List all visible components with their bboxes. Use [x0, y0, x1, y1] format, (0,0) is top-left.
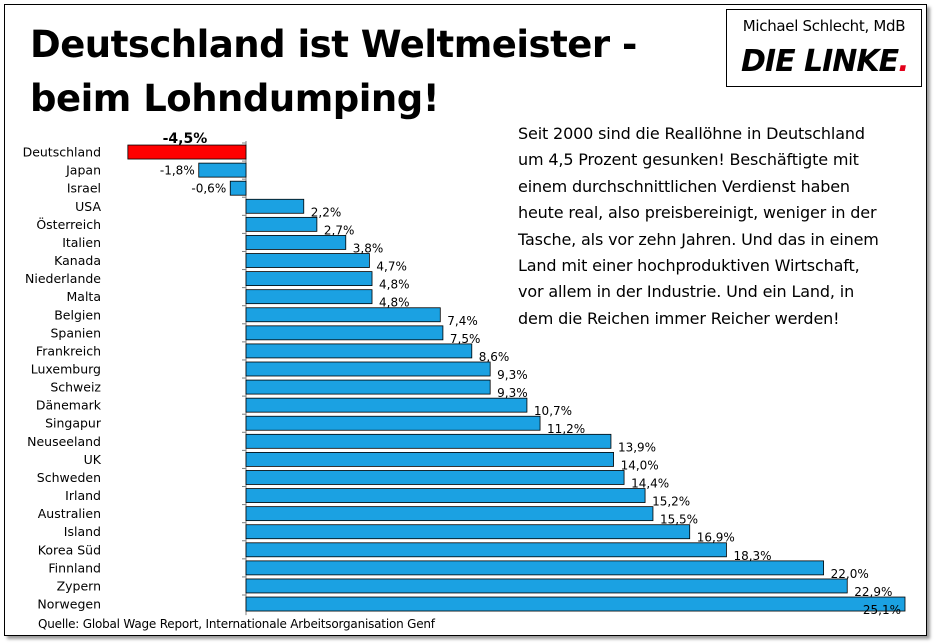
category-label: Japan	[65, 163, 101, 178]
bar-spanien	[245, 325, 444, 341]
bar-frankreich	[245, 343, 473, 359]
bar-niederlande	[245, 271, 373, 287]
category-label: Korea Süd	[38, 542, 101, 557]
bar-norwegen	[245, 596, 906, 612]
bar-japan	[198, 162, 247, 178]
data-label: 9,3%	[497, 386, 528, 400]
bar-dänemark	[245, 397, 528, 413]
category-label: Luxemburg	[31, 362, 101, 377]
bar-irland	[245, 488, 646, 503]
page-title: Deutschland ist Weltmeister - beim Lohnd…	[30, 18, 637, 126]
category-label: Dänemark	[36, 398, 102, 413]
data-label: 14,0%	[621, 458, 659, 472]
description-line: dem die Reichen immer Reicher werden!	[518, 308, 840, 328]
category-label: Island	[64, 524, 101, 539]
data-label: 9,3%	[497, 368, 528, 382]
description-line: vor allem in der Industrie. Und ein Land…	[518, 282, 855, 302]
bar-luxemburg	[245, 361, 491, 377]
bar-australien	[245, 506, 654, 522]
category-label: UK	[84, 452, 102, 467]
category-label: Israel	[67, 181, 101, 196]
author-name: Michael Schlecht, MdB	[742, 17, 906, 35]
data-label: 10,7%	[534, 404, 572, 418]
bar-malta	[245, 289, 373, 305]
data-label: 11,2%	[547, 422, 585, 436]
data-label: 18,3%	[733, 549, 771, 563]
category-label: USA	[75, 199, 101, 214]
category-label: Zypern	[57, 578, 101, 593]
title-line-1: Deutschland ist Weltmeister -	[30, 23, 637, 66]
data-label: 14,4%	[631, 476, 669, 490]
description-line: Tasche, als vor zehn Jahren. Und das in …	[518, 229, 879, 249]
description-line: um 4,5 Prozent gesunken! Beschäftigte mi…	[518, 150, 859, 170]
bar-usa	[245, 198, 305, 214]
bar-belgien	[245, 307, 441, 323]
category-label: Frankreich	[36, 343, 101, 358]
description-line: Seit 2000 sind die Reallöhne in Deutschl…	[518, 124, 865, 143]
data-label-highlight: -4,5%	[163, 131, 208, 147]
data-label: 15,2%	[652, 495, 690, 509]
data-label: 7,5%	[450, 332, 481, 346]
data-label: -0,6%	[191, 182, 226, 196]
data-label: 25,1%	[863, 603, 901, 617]
party-name: DIE LINKE	[741, 44, 899, 79]
data-label: -1,8%	[160, 164, 195, 178]
category-label: Schweden	[37, 470, 101, 485]
source-note: Quelle: Global Wage Report, Internationa…	[38, 617, 435, 631]
category-label: Italien	[62, 235, 101, 250]
data-label: 4,7%	[376, 260, 407, 274]
bar-schweiz	[245, 379, 491, 395]
party-logo: DIE LINKE.	[741, 44, 910, 80]
bar-finnland	[245, 560, 825, 576]
data-label: 22,9%	[854, 585, 892, 599]
title-line-2: beim Lohndumping!	[30, 77, 440, 120]
data-label: 7,4%	[447, 314, 478, 328]
bar-italien	[245, 235, 347, 250]
category-label: Neuseeland	[27, 434, 101, 449]
bar-zypern	[245, 578, 848, 594]
category-label: Irland	[65, 488, 101, 503]
category-label: Kanada	[54, 253, 101, 268]
data-label: 8,6%	[479, 350, 510, 364]
party-logo-dot: .	[898, 44, 909, 79]
description-line: heute real, also preisbereinigt, weniger…	[518, 203, 877, 223]
data-label: 4,8%	[379, 278, 410, 292]
data-label: 2,7%	[324, 223, 355, 237]
bar-österreich	[245, 216, 318, 232]
bar-korea-süd	[245, 542, 727, 558]
data-label: 15,5%	[660, 513, 698, 527]
category-label: Österreich	[36, 216, 101, 232]
logo-box: Michael Schlecht, MdB DIE LINKE.	[726, 9, 922, 87]
category-label: Singapur	[45, 416, 102, 431]
bar-singapur	[245, 415, 541, 431]
category-label: Australien	[38, 506, 101, 521]
category-label: Niederlande	[25, 271, 101, 286]
data-label: 3,8%	[353, 241, 384, 255]
bar-uk	[245, 451, 614, 467]
description-line: einem durchschnittlichen Verdienst haben	[518, 176, 850, 196]
category-label: Malta	[67, 289, 101, 304]
category-label: Finnland	[48, 560, 101, 575]
data-label: 16,9%	[697, 531, 735, 545]
bar-neuseeland	[245, 433, 612, 449]
data-label: 4,8%	[379, 296, 410, 310]
bar-kanada	[245, 253, 370, 268]
category-label: Norwegen	[37, 597, 101, 612]
bar-israel	[229, 180, 247, 196]
description-text: Seit 2000 sind die Reallöhne in Deutschl…	[518, 121, 918, 332]
category-label: Belgien	[54, 307, 101, 322]
category-label: Spanien	[50, 325, 101, 340]
category-label: Deutschland	[23, 145, 101, 160]
data-label: 13,9%	[618, 440, 656, 454]
data-label: 22,0%	[831, 567, 869, 581]
category-label: Schweiz	[50, 380, 101, 395]
data-label: 2,2%	[311, 205, 342, 219]
bar-deutschland	[127, 144, 247, 160]
bar-schweden	[245, 470, 625, 485]
bar-island	[245, 524, 691, 540]
description-line: Land mit einer hochproduktiven Wirtschaf…	[518, 256, 860, 276]
